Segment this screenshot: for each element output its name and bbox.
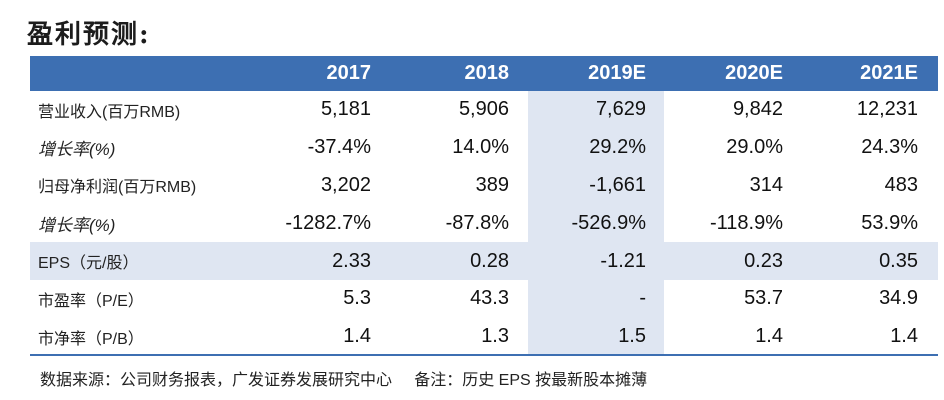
value-cell: 3,202 <box>320 173 371 196</box>
page-title: 盈利预测: <box>27 20 151 50</box>
row-label: 归母净利润(百万RMB) <box>38 179 197 197</box>
earnings-forecast-table: 2017 2018 2019E 2020E 2021E 营业收入(百万RMB) 5… <box>30 56 938 356</box>
value-cell: 14.0% <box>452 136 509 159</box>
row-label: EPS（元/股） <box>38 255 139 273</box>
row-label: 增长率(%) <box>38 215 116 235</box>
value-cell: 0.35 <box>879 249 918 272</box>
value-cell: 24.3% <box>861 136 918 159</box>
row-label: 营业收入(百万RMB) <box>38 103 181 121</box>
value-cell: 314 <box>749 173 783 196</box>
value-cell: 389 <box>475 173 509 196</box>
table-row-net-profit-growth: 增长率(%) -1282.7% -87.8% -526.9% -118.9% 53.9% <box>30 204 938 242</box>
table-row-revenue: 营业收入(百万RMB) 5,181 5,906 7,629 9,842 12,231 <box>30 91 938 129</box>
value-cell: -1.21 <box>600 249 646 272</box>
value-cell: 1.5 <box>618 325 646 348</box>
value-cell: 53.7 <box>744 287 783 310</box>
value-cell: -118.9% <box>709 211 783 234</box>
value-cell: 2.33 <box>332 249 371 272</box>
value-cell: 5.3 <box>343 287 371 310</box>
value-cell: -37.4% <box>307 136 371 159</box>
value-cell: 1.4 <box>343 325 371 348</box>
value-cell: -87.8% <box>445 211 509 234</box>
value-cell: 483 <box>884 173 918 196</box>
table-body: 营业收入(百万RMB) 5,181 5,906 7,629 9,842 12,231 增长率… <box>30 91 938 356</box>
value-cell: 1.4 <box>890 325 918 348</box>
forecast-2019e-highlight <box>528 91 664 356</box>
row-label: 市盈率（P/E） <box>38 292 144 310</box>
value-cell: - <box>639 287 646 310</box>
header-year-2019e: 2019E <box>588 62 646 84</box>
value-cell: 1.4 <box>755 325 783 348</box>
value-cell: 34.9 <box>879 287 918 310</box>
value-cell: 12,231 <box>856 98 918 121</box>
header-year-2021e: 2021E <box>860 62 918 84</box>
value-cell: 1.3 <box>481 325 509 348</box>
source-footnote: 数据来源：公司财务报表，广发证券发展研究中心 备注：历史 EPS 按最新股本摊薄 <box>40 372 648 389</box>
value-cell: 7,629 <box>595 98 646 121</box>
table-bottom-rule <box>30 354 938 356</box>
value-cell: 0.23 <box>744 249 783 272</box>
value-cell: 9,842 <box>732 98 783 121</box>
value-cell: 5,906 <box>458 98 509 121</box>
table-row-pb-ratio: 市净率（P/B） 1.4 1.3 1.5 1.4 1.4 <box>30 318 938 356</box>
value-cell: -526.9% <box>571 211 647 234</box>
table-row-net-profit: 归母净利润(百万RMB) 3,202 389 -1,661 314 483 <box>30 167 938 205</box>
table-row-eps: EPS（元/股） 2.33 0.28 -1.21 0.23 0.35 <box>30 242 938 280</box>
row-label: 增长率(%) <box>38 140 116 160</box>
value-cell: 29.2% <box>589 136 646 159</box>
value-cell: -1282.7% <box>285 211 371 234</box>
header-year-2017: 2017 <box>326 62 372 84</box>
header-year-2018: 2018 <box>464 62 510 84</box>
header-year-2020e: 2020E <box>725 62 783 84</box>
value-cell: -1,661 <box>589 173 646 196</box>
table-row-revenue-growth: 增长率(%) -37.4% 14.0% 29.2% 29.0% 24.3% <box>30 129 938 167</box>
value-cell: 43.3 <box>470 287 509 310</box>
table-header: 2017 2018 2019E 2020E 2021E <box>30 56 938 91</box>
row-label: 市净率（P/B） <box>38 330 144 348</box>
value-cell: 53.9% <box>861 211 918 234</box>
value-cell: 5,181 <box>320 98 371 121</box>
table-row-pe-ratio: 市盈率（P/E） 5.3 43.3 - 53.7 34.9 <box>30 280 938 318</box>
value-cell: 0.28 <box>470 249 509 272</box>
value-cell: 29.0% <box>726 136 783 159</box>
